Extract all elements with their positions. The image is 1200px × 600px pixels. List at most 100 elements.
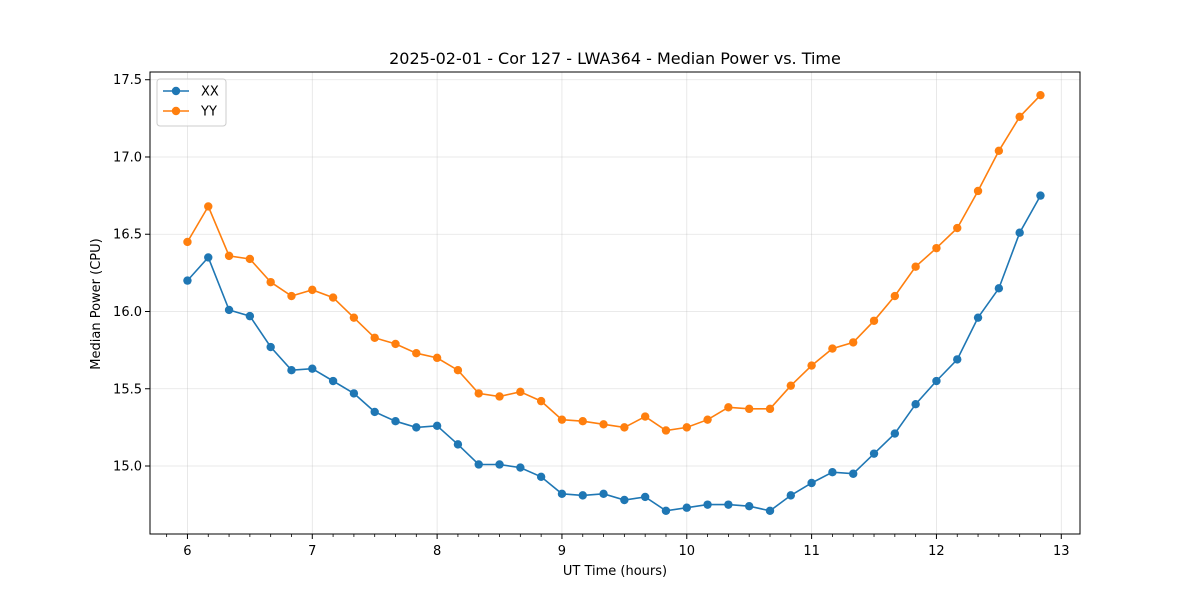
data-point-yy — [744, 404, 754, 414]
data-point-xx — [703, 500, 712, 509]
grid-lines — [150, 72, 1080, 534]
data-point-yy — [432, 353, 442, 363]
data-point-xx — [183, 276, 192, 285]
data-point-xx — [1036, 191, 1045, 200]
data-point-xx — [973, 313, 983, 322]
x-tick-label: 9 — [558, 544, 566, 559]
legend-label-yy: YY — [200, 105, 217, 120]
data-point-yy — [828, 344, 837, 353]
data-point-yy — [370, 333, 379, 342]
axes-frame — [149, 71, 1081, 535]
data-point-yy — [890, 291, 900, 301]
data-point-xx — [599, 489, 608, 499]
data-point-xx — [765, 506, 775, 516]
data-point-yy — [765, 404, 775, 414]
data-point-xx — [849, 469, 858, 478]
data-point-yy — [1015, 112, 1024, 122]
x-tick-label: 8 — [433, 544, 441, 559]
data-point-xx — [807, 478, 816, 488]
data-point-xx — [495, 460, 504, 469]
data-point-xx — [224, 305, 234, 315]
data-point-xx — [890, 429, 900, 438]
data-point-yy — [682, 423, 691, 432]
data-point-yy — [412, 349, 421, 358]
legend: XX YY — [156, 78, 227, 127]
data-point-yy — [204, 202, 213, 211]
data-point-xx — [370, 407, 379, 417]
data-point-yy — [994, 146, 1004, 156]
data-point-yy — [308, 285, 317, 295]
data-point-xx — [578, 491, 587, 500]
data-point-yy — [703, 415, 712, 424]
x-tick-label: 6 — [183, 544, 191, 559]
data-point-xx — [349, 389, 359, 398]
data-point-xx — [287, 366, 296, 375]
data-point-yy — [724, 403, 733, 412]
data-point-xx — [204, 253, 213, 262]
y-tick-label: 15.0 — [113, 460, 142, 475]
y-tick-label: 16.5 — [113, 228, 142, 243]
data-point-yy — [1036, 90, 1045, 100]
data-point-xx — [432, 421, 442, 431]
y-tick-label: 16.0 — [113, 305, 142, 320]
data-point-xx — [911, 400, 920, 409]
x-tick-label: 13 — [1053, 544, 1070, 559]
data-point-xx — [245, 311, 255, 321]
data-point-xx — [474, 460, 483, 469]
data-point-xx — [453, 440, 463, 449]
x-tick-label: 11 — [803, 544, 820, 559]
data-point-xx — [557, 489, 567, 499]
data-point-yy — [807, 361, 816, 370]
data-point-yy — [640, 412, 650, 421]
data-point-yy — [578, 417, 587, 426]
data-point-yy — [474, 389, 483, 398]
legend-marker-xx — [171, 86, 181, 96]
data-point-xx — [744, 501, 754, 511]
data-point-xx — [682, 503, 691, 512]
y-tick-label: 15.5 — [113, 382, 142, 397]
x-axis-label: UT Time (hours) — [563, 564, 667, 579]
data-point-xx — [412, 423, 421, 432]
data-point-yy — [869, 316, 879, 325]
data-point-xx — [953, 355, 962, 364]
data-point-yy — [786, 381, 796, 390]
data-point-yy — [953, 223, 962, 233]
y-tick-label: 17.0 — [113, 150, 142, 165]
data-point-yy — [620, 423, 629, 432]
data-point-xx — [640, 492, 650, 502]
y-tick-label: 17.5 — [113, 73, 142, 88]
data-point-yy — [224, 251, 234, 261]
data-point-yy — [536, 396, 546, 406]
data-point-yy — [453, 366, 463, 375]
data-point-xx — [661, 506, 671, 516]
data-point-xx — [828, 467, 837, 477]
data-point-xx — [536, 472, 546, 482]
data-point-yy — [599, 420, 608, 429]
data-point-yy — [266, 277, 275, 287]
data-point-xx — [1015, 228, 1024, 237]
data-point-xx — [932, 376, 941, 386]
data-point-yy — [911, 262, 920, 271]
legend-marker-yy — [171, 106, 181, 116]
chart-title: 2025-02-01 - Cor 127 - LWA364 - Median P… — [389, 49, 841, 68]
legend-label-xx: XX — [201, 85, 219, 100]
data-point-yy — [245, 254, 255, 264]
x-tick-label: 10 — [679, 544, 696, 559]
data-point-xx — [786, 491, 796, 500]
data-point-xx — [516, 463, 525, 472]
data-point-xx — [308, 364, 317, 373]
data-point-yy — [557, 415, 567, 424]
data-point-xx — [869, 449, 879, 458]
data-series — [183, 90, 1045, 516]
data-point-xx — [724, 500, 733, 509]
data-point-yy — [932, 243, 941, 253]
data-point-xx — [328, 376, 338, 386]
data-point-yy — [391, 339, 400, 349]
data-point-xx — [620, 495, 629, 505]
data-point-yy — [849, 338, 858, 347]
data-point-yy — [328, 293, 338, 302]
axis-ticks: 6 7 8 9 10 11 12 13 15.0 15.5 16.0 16.5 17.0 17.5 — [113, 73, 1070, 559]
data-point-yy — [183, 237, 192, 247]
y-axis-label: Median Power (CPU) — [89, 238, 104, 369]
